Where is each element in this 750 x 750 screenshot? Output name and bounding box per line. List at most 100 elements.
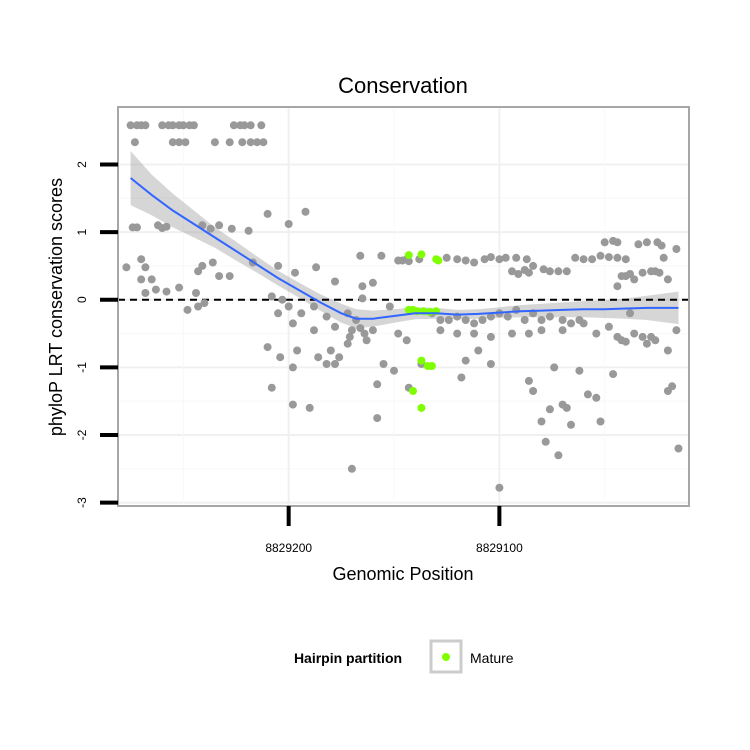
point-other — [545, 405, 554, 414]
point-other — [592, 393, 601, 402]
point-other — [442, 253, 451, 262]
point-other — [626, 309, 634, 318]
point-other — [522, 255, 531, 264]
point-other — [545, 312, 554, 321]
point-other — [168, 121, 177, 130]
point-other — [181, 138, 190, 147]
point-other — [210, 138, 219, 147]
point-other — [276, 353, 285, 362]
point-other — [158, 224, 167, 233]
point-other — [453, 329, 462, 338]
point-other — [613, 282, 622, 291]
point-other — [253, 138, 262, 147]
point-other — [461, 256, 470, 265]
point-other — [583, 390, 592, 399]
point-other — [368, 326, 377, 335]
point-other — [335, 353, 344, 362]
point-other — [558, 326, 567, 335]
point-other — [402, 336, 411, 345]
point-other — [194, 267, 203, 276]
point-other — [461, 316, 470, 324]
y-tick-label: 0 — [75, 296, 89, 303]
legend-key-box — [429, 639, 463, 674]
point-other — [514, 270, 523, 278]
point-other — [626, 270, 634, 278]
point-mature — [417, 403, 426, 412]
point-other — [305, 403, 314, 412]
point-other — [600, 238, 609, 247]
point-other — [278, 295, 287, 304]
point-other — [470, 258, 479, 267]
point-other — [663, 346, 672, 355]
point-other — [394, 329, 403, 338]
plot-border — [117, 106, 690, 507]
point-other — [674, 444, 683, 453]
point-mature — [404, 251, 413, 260]
point-other — [486, 312, 495, 321]
point-other — [373, 380, 382, 389]
point-other — [137, 255, 146, 264]
point-other — [604, 253, 613, 262]
point-other — [246, 138, 255, 147]
point-other — [244, 226, 253, 235]
point-other — [630, 275, 639, 284]
y-tick-label: -1 — [75, 362, 89, 373]
point-other — [291, 268, 299, 277]
point-other — [390, 366, 398, 375]
point-other — [659, 253, 668, 262]
point-other — [215, 272, 224, 281]
smooth-confidence-band — [130, 151, 679, 329]
point-other — [495, 255, 504, 264]
point-other — [198, 261, 207, 270]
point-other — [379, 360, 388, 368]
point-other — [267, 383, 276, 392]
point-other — [322, 312, 331, 321]
point-other — [312, 263, 321, 272]
point-other — [284, 302, 293, 311]
point-other — [672, 245, 681, 253]
point-other — [225, 138, 234, 147]
point-other — [122, 263, 131, 272]
point-other — [206, 224, 215, 233]
point-other — [642, 339, 651, 348]
y-tick-label: -2 — [75, 429, 89, 440]
point-other — [331, 360, 339, 368]
point-other — [385, 302, 394, 311]
x-axis-title: Genomic Position — [332, 564, 473, 584]
y-tick-label: 1 — [75, 228, 89, 235]
point-other — [347, 326, 356, 335]
point-other — [508, 329, 516, 338]
point-other — [630, 329, 639, 338]
point-other — [362, 336, 371, 345]
point-other — [579, 319, 588, 328]
point-mature — [417, 250, 426, 259]
point-other — [453, 255, 462, 264]
point-other — [474, 346, 483, 355]
point-other — [609, 370, 618, 379]
point-other — [562, 403, 571, 412]
point-other — [238, 138, 247, 147]
point-other — [567, 420, 575, 429]
point-other — [314, 353, 323, 362]
point-other — [227, 224, 236, 233]
point-other — [151, 285, 160, 294]
point-other — [558, 316, 567, 324]
point-other — [638, 332, 647, 341]
point-other — [183, 305, 192, 314]
x-axis: 8829200 8829100 — [265, 506, 523, 555]
point-other — [175, 138, 184, 147]
point-other — [141, 289, 150, 297]
point-other — [638, 268, 647, 277]
point-other — [554, 267, 563, 276]
point-other — [358, 294, 367, 303]
point-other — [613, 253, 622, 262]
point-other — [358, 282, 367, 291]
point-other — [162, 287, 171, 296]
point-other — [404, 257, 413, 266]
point-other — [360, 329, 369, 338]
y-tick-label: -3 — [75, 497, 89, 508]
point-other — [133, 223, 141, 232]
smooth-line — [129, 177, 679, 320]
point-other — [356, 251, 365, 260]
point-other — [288, 363, 297, 372]
